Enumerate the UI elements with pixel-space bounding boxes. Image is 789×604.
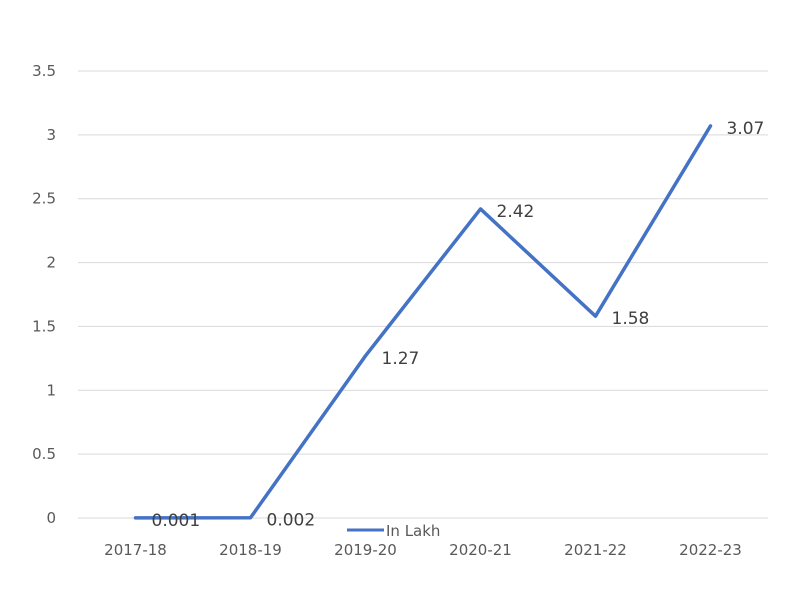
data-label: 0.001 bbox=[152, 511, 201, 531]
y-axis: 0 0.5 1 1.5 2 2.5 3 3.5 bbox=[32, 62, 56, 527]
x-tick-label: 2021-22 bbox=[564, 541, 627, 559]
series-group bbox=[133, 124, 713, 520]
x-axis: 2017-18 2018-19 2019-20 2020-21 2021-22 2022-… bbox=[104, 541, 742, 559]
series-line bbox=[133, 124, 713, 520]
legend: In Lakh bbox=[347, 522, 440, 540]
x-tick-label: 2020-21 bbox=[449, 541, 512, 559]
y-tick-label: 0.5 bbox=[32, 445, 56, 463]
data-labels: 0.001 0.002 1.27 2.42 1.58 3.07 bbox=[152, 119, 765, 531]
y-tick-label: 1 bbox=[46, 381, 56, 399]
x-tick-label: 2019-20 bbox=[334, 541, 397, 559]
y-tick-label: 2.5 bbox=[32, 190, 56, 208]
y-tick-label: 2 bbox=[46, 254, 56, 272]
x-tick-label: 2017-18 bbox=[104, 541, 167, 559]
y-tick-label: 1.5 bbox=[32, 317, 56, 335]
data-label: 3.07 bbox=[727, 119, 765, 139]
y-tick-label: 3 bbox=[46, 126, 56, 144]
legend-label: In Lakh bbox=[386, 522, 440, 540]
gridlines bbox=[78, 70, 768, 519]
y-tick-label: 0 bbox=[46, 509, 56, 527]
data-label: 1.58 bbox=[612, 309, 650, 329]
data-label: 0.002 bbox=[267, 511, 316, 531]
data-label: 1.27 bbox=[382, 349, 420, 369]
x-tick-label: 2022-23 bbox=[679, 541, 742, 559]
x-tick-label: 2018-19 bbox=[219, 541, 282, 559]
data-label: 2.42 bbox=[497, 202, 535, 222]
y-tick-label: 3.5 bbox=[32, 62, 56, 80]
